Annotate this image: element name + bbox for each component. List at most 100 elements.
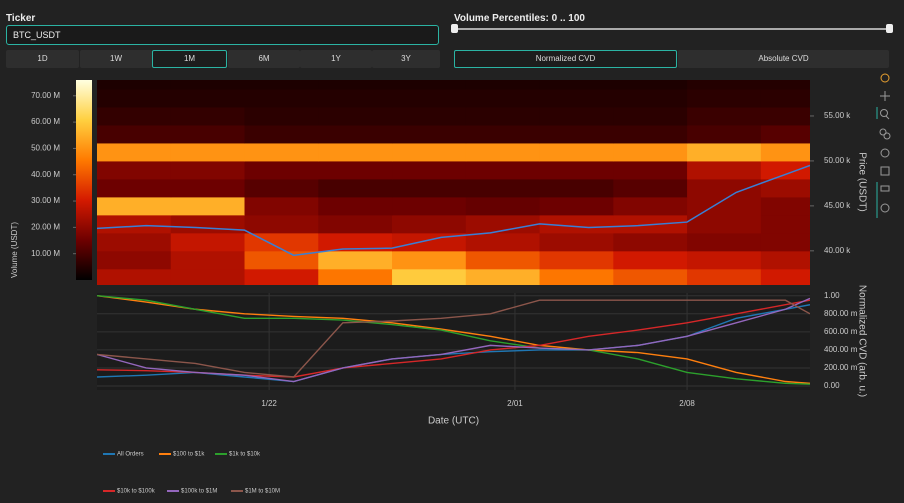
heatmap-cell <box>318 196 393 216</box>
heatmap-cell <box>392 88 467 108</box>
heatmap-cell <box>244 142 319 162</box>
heatmap-cell <box>687 80 762 90</box>
heatmap-cell <box>465 88 541 108</box>
colorbar <box>76 80 92 280</box>
heatmap-cell <box>687 160 762 180</box>
heatmap-cell <box>318 232 393 252</box>
heatmap-cell <box>244 232 319 252</box>
heatmap-cell <box>539 214 614 234</box>
heatmap-cell <box>244 178 319 198</box>
y-tick-label: 1.00 <box>824 291 840 300</box>
heatmap-cell <box>465 268 541 285</box>
heatmap-cell <box>170 106 246 126</box>
legend-label: $10k to $100k <box>117 489 156 495</box>
heatmap-cell <box>244 214 319 234</box>
heatmap-cell <box>97 268 172 285</box>
heatmap-cell <box>244 106 319 126</box>
heatmap-cell <box>613 160 688 180</box>
heatmap-cell <box>318 250 393 270</box>
range-button[interactable]: 1D <box>6 50 79 68</box>
heatmap-cell <box>392 250 467 270</box>
heatmap-cell <box>392 80 467 90</box>
heatmap-cell <box>97 214 172 234</box>
heatmap-cell <box>539 142 614 162</box>
range-button[interactable]: 6M <box>228 50 300 68</box>
heatmap-cell <box>760 80 810 90</box>
heatmap-cell <box>244 80 319 90</box>
heatmap-cell <box>97 106 172 126</box>
heatmap-cell <box>392 196 467 216</box>
heatmap-cell <box>170 250 246 270</box>
heatmap-cell <box>392 178 467 198</box>
heatmap-cell <box>318 178 393 198</box>
heatmap-cell <box>318 160 393 180</box>
heatmap-cell <box>760 250 810 270</box>
heatmap-cell <box>613 80 688 90</box>
colorbar-tick-label: 10.00 M <box>31 249 60 258</box>
y-tick-label: 50.00 k <box>824 156 851 165</box>
mode-button[interactable]: Normalized CVD <box>454 50 677 68</box>
colorbar-tick-label: 50.00 M <box>31 144 60 153</box>
price-line <box>97 164 810 257</box>
heatmap-cell <box>760 214 810 234</box>
heatmap-cell <box>244 250 319 270</box>
heatmap-cell <box>170 232 246 252</box>
ticker-input[interactable]: BTC_USDT <box>6 25 439 45</box>
heatmap-cell <box>760 160 810 180</box>
heatmap-cell <box>613 124 688 144</box>
range-button[interactable]: 3Y <box>372 50 440 68</box>
heatmap-cell <box>392 142 467 162</box>
heatmap-cell <box>318 142 393 162</box>
colorbar-tick-label: 20.00 M <box>31 222 60 231</box>
y-tick-label: 800.00 m <box>824 309 858 318</box>
heatmap-cell <box>318 88 393 108</box>
heatmap-cell <box>687 142 762 162</box>
slider-handle[interactable] <box>886 24 893 33</box>
heatmap-cell <box>170 214 246 234</box>
range-button[interactable]: 1W <box>80 50 152 68</box>
heatmap-cell <box>465 250 541 270</box>
heatmap-cell <box>318 80 393 90</box>
heatmap-cell <box>244 160 319 180</box>
heatmap-cell <box>244 268 319 285</box>
heatmap-cell <box>244 124 319 144</box>
heatmap-cell <box>392 160 467 180</box>
cvd-line <box>97 299 810 378</box>
heatmap-cell <box>687 214 762 234</box>
heatmap-cell <box>392 106 467 126</box>
heatmap-cell <box>170 88 246 108</box>
slider-track[interactable] <box>455 28 890 30</box>
heatmap-cell <box>392 214 467 234</box>
heatmap-cell <box>539 232 614 252</box>
heatmap-cell <box>465 142 541 162</box>
heatmap-cell <box>687 106 762 126</box>
ticker-label: Ticker <box>6 13 36 24</box>
heatmap-cell <box>539 160 614 180</box>
y-tick-label: 45.00 k <box>824 201 851 210</box>
heatmap-cell <box>539 124 614 144</box>
range-button[interactable]: 1M <box>152 50 227 68</box>
heatmap-cell <box>687 178 762 198</box>
heatmap-cell <box>613 268 688 285</box>
heatmap-cell <box>539 196 614 216</box>
heatmap-cell <box>687 232 762 252</box>
heatmap-cell <box>613 106 688 126</box>
heatmap-cell <box>170 196 246 216</box>
x-tick-label: 2/01 <box>507 399 523 408</box>
range-button[interactable]: 1Y <box>300 50 372 68</box>
slider-handle[interactable] <box>451 24 458 33</box>
cvd-line <box>97 297 810 383</box>
heatmap-cell <box>465 160 541 180</box>
colorbar-tick-label: 30.00 M <box>31 196 60 205</box>
heatmap-cell <box>97 80 172 90</box>
heatmap-cell <box>613 232 688 252</box>
heatmap-cell <box>760 124 810 144</box>
y-tick-label: 0.00 <box>824 381 840 390</box>
legend-label: $100k to $1M <box>181 489 217 495</box>
heatmap-cell <box>97 88 172 108</box>
percentile-label: Volume Percentiles: 0 .. 100 <box>454 13 585 24</box>
mode-button[interactable]: Absolute CVD <box>678 50 889 68</box>
heatmap-cell <box>613 88 688 108</box>
modebar[interactable] <box>876 73 891 218</box>
heatmap-cell <box>318 106 393 126</box>
